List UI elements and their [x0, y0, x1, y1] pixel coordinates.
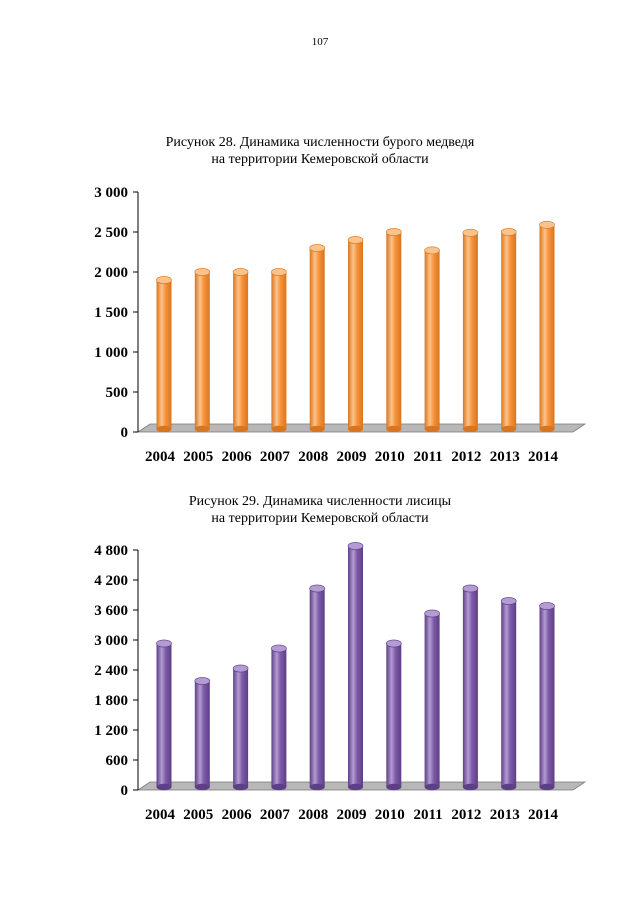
bear-bar-2010	[385, 228, 402, 433]
bear-x-label: 2014	[528, 449, 559, 465]
chart-title-fox-line2: на территории Кемеровской области	[211, 511, 429, 526]
bear-x-label: 2005	[183, 449, 213, 465]
bear-bar-2011	[424, 246, 440, 433]
chart-title-bear-line1: Рисунок 28. Динамика численности бурого …	[165, 135, 475, 150]
bear-y-tick-label: 1 000	[94, 345, 128, 361]
bear-y-tick-label: 3 000	[94, 185, 128, 201]
bear-x-label: 2007	[260, 449, 291, 465]
fox-x-label: 2006	[222, 807, 253, 823]
bear-bar-2014	[539, 220, 555, 433]
bear-bar-2005	[194, 268, 211, 433]
bear-population-chart: 0 500 1 000 1 500 2 000 2 500 3 000 2004 2005 200…	[94, 185, 587, 465]
page-number: 107	[311, 36, 329, 48]
fox-bar-2004	[156, 639, 172, 791]
fox-bar-2014	[539, 602, 555, 791]
bear-y-tick-label: 2 000	[94, 265, 128, 281]
fox-y-tick-label: 4 800	[94, 543, 128, 559]
bear-bar-2012	[462, 228, 479, 433]
fox-y-tick-label: 3 000	[94, 633, 128, 649]
fox-y-tick-label: 1 200	[94, 723, 128, 739]
chart-title-fox-line1: Рисунок 29. Динамика численности лисицы	[188, 494, 452, 509]
fox-y-tick-label: 2 400	[94, 663, 128, 679]
bear-y-tick-label: 2 500	[94, 225, 128, 241]
fox-x-label: 2012	[451, 807, 481, 823]
fox-bar-2005	[194, 677, 211, 791]
bear-x-label: 2009	[337, 449, 367, 465]
fox-bar-2013	[500, 597, 517, 791]
fox-x-label: 2010	[375, 807, 405, 823]
fox-x-label: 2009	[337, 807, 367, 823]
chart-title-bear-line2: на территории Кемеровской области	[211, 152, 429, 167]
fox-y-tick-label: 4 200	[94, 573, 128, 589]
bear-x-label: 2004	[145, 449, 176, 465]
fox-bar-2010	[385, 639, 402, 791]
fox-x-label: 2004	[145, 807, 176, 823]
bear-bar-2008	[309, 244, 326, 433]
fox-y-tick-label: 3 600	[94, 603, 128, 619]
bear-bar-2007	[271, 268, 287, 433]
bear-y-tick-label: 1 500	[94, 305, 128, 321]
fox-bar-2012	[462, 584, 479, 791]
fox-bar-2011	[424, 609, 440, 791]
bear-x-label: 2008	[298, 449, 328, 465]
fox-bar-2007	[271, 644, 287, 791]
bear-bar-2006	[232, 268, 249, 433]
chart-title-fox: Рисунок 29. Динамика численности лисицы …	[0, 493, 640, 527]
fox-x-label: 2005	[183, 807, 213, 823]
bear-bar-2009	[347, 236, 364, 433]
fox-x-label: 2008	[298, 807, 328, 823]
fox-x-label: 2013	[490, 807, 520, 823]
fox-population-chart: 0 600 1 200 1 800 2 400 3 000 3 600 4 200 4 800 2…	[94, 542, 587, 823]
bear-x-label: 2011	[414, 449, 443, 465]
fox-x-label: 2011	[414, 807, 443, 823]
fox-y-tick-label: 1 800	[94, 693, 128, 709]
fox-bar-2006	[232, 664, 249, 791]
fox-bar-2009	[347, 542, 364, 791]
fox-bar-2008	[309, 584, 326, 791]
bear-x-label: 2013	[490, 449, 520, 465]
bear-bar-2013	[500, 228, 517, 433]
fox-x-label: 2014	[528, 807, 559, 823]
bear-y-tick-label: 500	[106, 385, 129, 401]
bear-bar-2004	[156, 276, 172, 433]
fox-x-label: 2007	[260, 807, 291, 823]
fox-y-tick-label: 0	[121, 783, 129, 799]
bear-x-label: 2006	[222, 449, 253, 465]
bear-y-tick-label: 0	[121, 425, 129, 441]
bear-x-label: 2012	[451, 449, 481, 465]
fox-y-tick-label: 600	[106, 753, 129, 769]
bear-x-label: 2010	[375, 449, 405, 465]
chart-title-bear: Рисунок 28. Динамика численности бурого …	[0, 134, 640, 168]
